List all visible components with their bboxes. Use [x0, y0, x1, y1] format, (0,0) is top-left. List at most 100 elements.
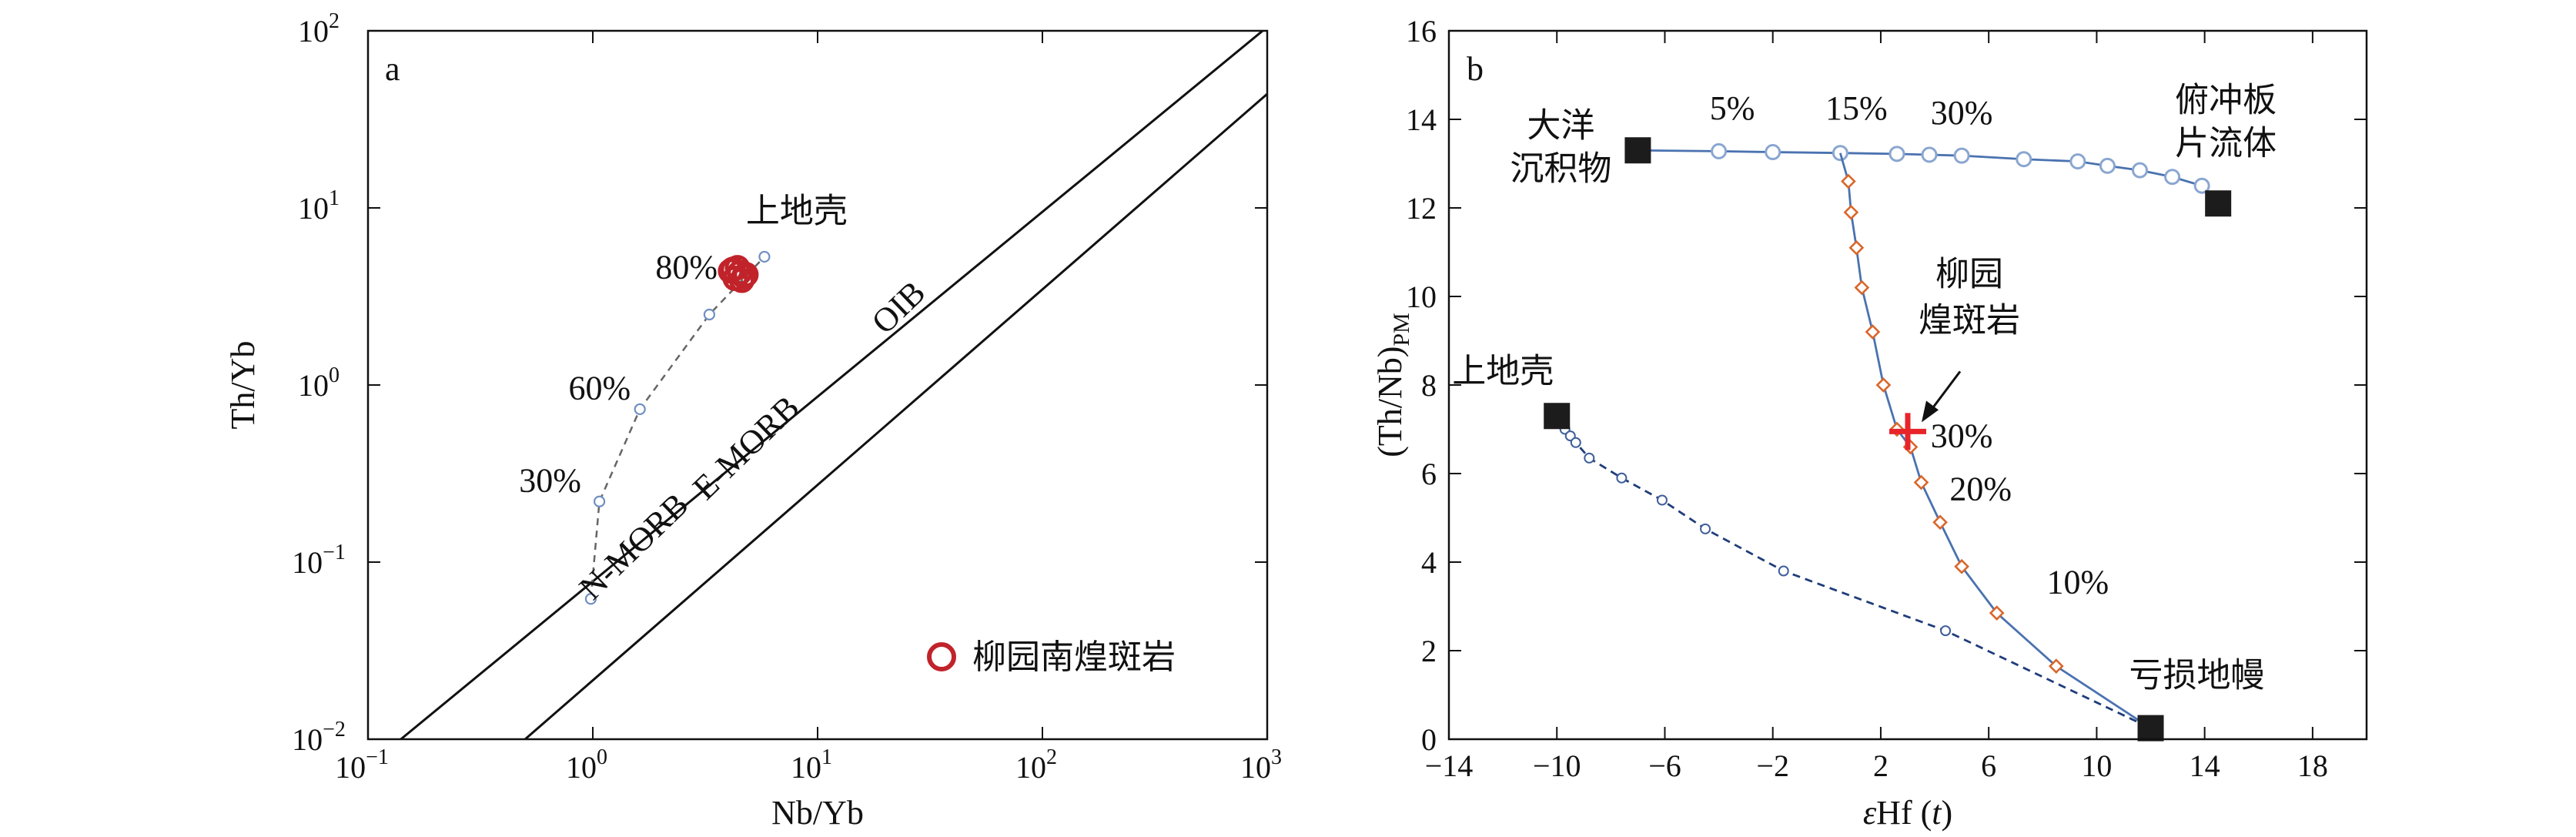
percent-label: 5%: [1710, 89, 1755, 127]
x-tick-label: 102: [1015, 745, 1057, 785]
curve-point: [1616, 472, 1628, 484]
curve-point: [2099, 157, 2116, 174]
panel-a-label: a: [385, 50, 400, 88]
curve-point: [1913, 474, 1929, 490]
legend-label: 柳园南煌斑岩: [972, 638, 1176, 677]
x-tick-label: −6: [1648, 748, 1681, 783]
curve-point: [1954, 558, 1969, 574]
sample-point: [729, 267, 755, 293]
percent-label: 10%: [2047, 563, 2109, 601]
panel-b-xlabel: εHf (t): [1863, 794, 1952, 832]
curve-point: [1570, 437, 1581, 448]
array-label: N-MORB: [572, 486, 696, 608]
panel-a-xlabel: Nb/Yb: [771, 794, 864, 832]
x-tick-label: 100: [566, 745, 607, 785]
x-tick-label: 10: [2081, 748, 2112, 783]
end-member-label: 亏损地幔: [2129, 656, 2265, 695]
y-tick-label: 12: [1406, 191, 1437, 226]
curve-point: [1584, 452, 1595, 464]
mixing-curve: [584, 250, 771, 605]
curve-point: [1932, 514, 1948, 531]
curve-label: 上地壳: [746, 192, 848, 231]
curve-point: [634, 403, 646, 416]
array-label: E-MORB: [685, 388, 806, 507]
curve-point: [1841, 173, 1856, 189]
end-member-marker: [1624, 137, 1651, 164]
array-line: [400, 31, 1265, 739]
curve-point: [1700, 523, 1711, 534]
legend-marker: [927, 642, 956, 671]
array-line: [524, 92, 1267, 739]
y-tick-label: 8: [1421, 368, 1437, 403]
end-member-label: 片流体: [2175, 123, 2277, 162]
panel-a-frame: [366, 29, 1269, 741]
end-member-marker: [2205, 190, 2232, 217]
sample-series: [718, 255, 759, 293]
panel-b-annotations: 5% 15% 30% 30% 20% 10%: [1710, 89, 2109, 601]
curve-point: [1921, 146, 1938, 163]
panel-b: −14 −10 −6 −2 2 6 10 14 18 0 2 4 6 8 10 12 14 16 5% 15% 30%…: [1371, 14, 2368, 832]
curve-point: [1865, 324, 1881, 340]
y-tick-label: 14: [1406, 102, 1437, 137]
x-tick-label: 101: [791, 745, 832, 785]
curve-point: [1711, 142, 1728, 159]
curve-point: [1765, 144, 1781, 161]
percent-label: 15%: [1825, 89, 1888, 127]
curve-label: 60%: [568, 370, 631, 407]
curve-point: [2164, 169, 2181, 186]
y-tick-label: 0: [1421, 722, 1437, 757]
curve-point: [1940, 625, 1952, 637]
curve-point: [758, 250, 771, 263]
curve-point: [1889, 146, 1905, 162]
panel-b-ticks: −14 −10 −6 −2 2 6 10 14 18 0 2 4 6 8 10 12 14 16: [1406, 14, 2367, 783]
curve-point: [584, 593, 597, 605]
y-tick-label: 101: [298, 186, 340, 226]
curve-point: [593, 495, 606, 507]
curve-point: [1778, 565, 1789, 577]
end-member-label: 沉积物: [1510, 149, 1611, 188]
sample-label: 柳园: [1935, 254, 2003, 293]
x-tick-label: 10−1: [335, 745, 389, 785]
y-tick-label: 102: [298, 9, 340, 49]
end-member-label: 上地壳: [1452, 351, 1554, 390]
curve-label: 80%: [655, 249, 718, 286]
x-tick-label: −2: [1756, 748, 1789, 783]
x-tick-label: 14: [2190, 748, 2220, 783]
end-member-label: 大洋: [1527, 105, 1594, 145]
sample-point: [733, 262, 759, 288]
end-member-label: 俯冲板: [2175, 80, 2277, 119]
x-tick-label: 103: [1240, 745, 1282, 785]
curve-point: [2132, 162, 2149, 179]
curve-point: [1843, 204, 1859, 220]
curve-point: [2069, 153, 2086, 170]
y-tick-label: 10−1: [292, 541, 346, 580]
panel-b-ylabel: (Th/Nb)PM: [1371, 313, 1414, 457]
array-label: OIB: [865, 273, 933, 341]
curve-point: [2048, 658, 2064, 674]
percent-label: 30%: [1931, 417, 1993, 455]
x-tick-label: 6: [1981, 748, 1996, 783]
mixing-curve-line: [1839, 152, 2152, 729]
x-tick-label: −14: [1425, 748, 1474, 783]
x-tick-label: 18: [2297, 748, 2328, 783]
y-tick-label: 100: [298, 363, 340, 403]
curve-point: [703, 308, 716, 321]
curve-point: [1656, 494, 1668, 506]
y-tick-label: 10: [1406, 280, 1437, 314]
legend: 柳园南煌斑岩: [927, 638, 1176, 677]
curve-point: [2193, 177, 2210, 194]
panel-b-frame: [1447, 29, 2368, 741]
curve-point: [1989, 605, 2005, 621]
sample-label: 煌斑岩: [1919, 300, 2020, 340]
curve-point: [2016, 151, 2032, 168]
end-member-marker: [2137, 715, 2164, 742]
panel-a-ylabel: Th/Yb: [224, 341, 262, 430]
array-lines: [400, 31, 1267, 739]
sample-arrow-head: [1922, 400, 1939, 423]
